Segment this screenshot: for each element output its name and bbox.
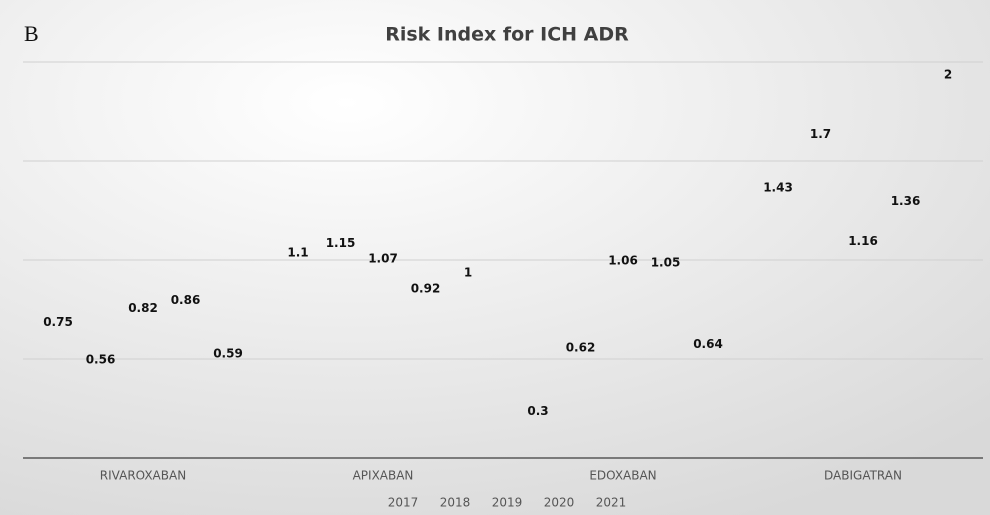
data-label: 1.15 xyxy=(326,236,356,250)
data-label: 0.86 xyxy=(171,293,201,307)
data-label: 0.82 xyxy=(128,301,158,315)
data-label: 0.3 xyxy=(527,404,548,418)
data-label: 0.56 xyxy=(86,353,116,367)
x-tick-label: APIXABAN xyxy=(353,469,414,483)
data-label: 1.07 xyxy=(368,252,398,266)
legend-label: 2018 xyxy=(440,496,471,510)
legend-label: 2020 xyxy=(544,496,575,510)
x-tick-label: DABIGATRAN xyxy=(824,469,902,483)
data-label: 1.16 xyxy=(848,234,878,248)
panel-label: B xyxy=(24,21,39,46)
legend-label: 2017 xyxy=(388,496,419,510)
data-label: 1.43 xyxy=(763,180,793,194)
data-label: 1.36 xyxy=(891,194,921,208)
x-tick-label: EDOXABAN xyxy=(589,469,656,483)
data-label: 1.05 xyxy=(651,256,681,270)
legend-label: 2021 xyxy=(596,496,627,510)
x-tick-label: RIVAROXABAN xyxy=(100,469,186,483)
data-label: 0.59 xyxy=(213,347,243,361)
data-label: 0.64 xyxy=(693,337,723,351)
data-label: 0.75 xyxy=(43,315,73,329)
data-label: 0.92 xyxy=(411,281,441,295)
chart-title: Risk Index for ICH ADR xyxy=(385,24,629,46)
data-label: 1 xyxy=(464,266,472,280)
data-label: 1.1 xyxy=(287,246,308,260)
legend-label: 2019 xyxy=(492,496,523,510)
data-label: 1.7 xyxy=(810,127,831,141)
data-label: 1.06 xyxy=(608,254,638,268)
data-label: 0.62 xyxy=(566,341,596,355)
data-label: 2 xyxy=(944,68,952,82)
